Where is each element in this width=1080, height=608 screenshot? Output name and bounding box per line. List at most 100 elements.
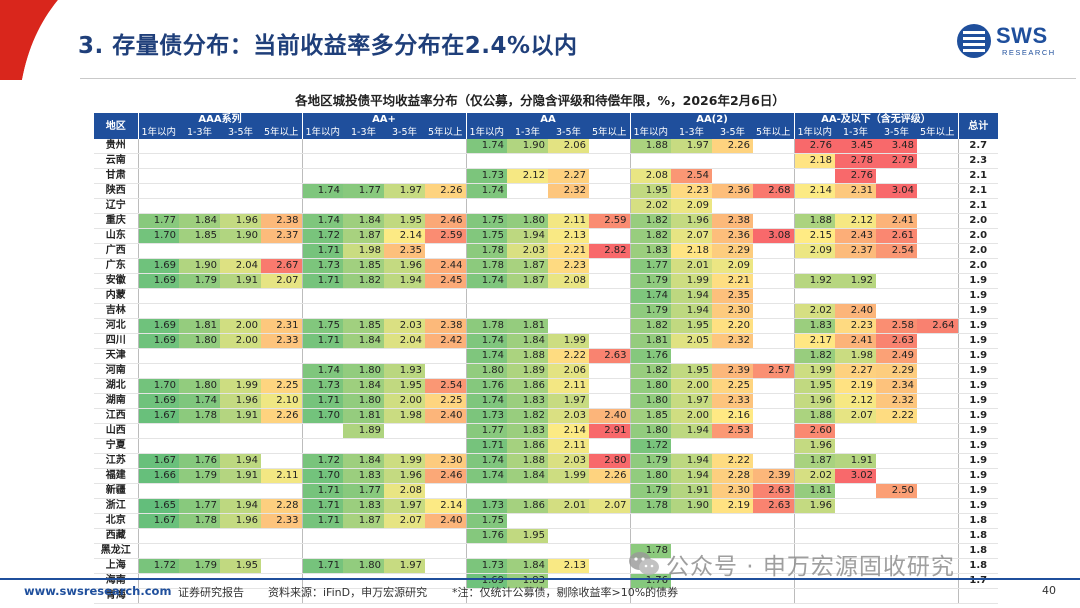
yield-cell: 1.73 [301,258,343,274]
yield-cell [753,348,794,364]
yield-cell: 1.74 [465,468,507,484]
yield-cell: 1.77 [629,258,671,274]
yield-cell: 1.70 [137,228,179,244]
yield-cell: 1.92 [835,273,876,289]
table-row: 湖南 1.69 1.74 1.96 2.10 1.71 1.80 2.00 2.25 1.74 1.… [94,393,998,409]
yield-cell [220,528,261,544]
yield-cell: 1.73 [301,378,343,394]
header-row-groups: 地区 AAA系列 AA+ AA AA(2) AA-及以下（含无评级） 总计 [94,113,998,139]
yield-cell [179,168,220,184]
yield-cell: 2.23 [835,318,876,334]
region-cell: 山东 [94,228,138,244]
yield-cell: 1.77 [465,423,507,439]
header-term: 5年以上 [753,126,794,139]
yield-cell: 1.99 [548,333,589,349]
yield-cell [220,153,261,169]
yield-cell: 1.82 [343,273,384,289]
table-row: 宁夏 1.71 1.86 2.11 1.72 1.96 1.9 [94,438,998,454]
yield-cell [917,378,958,394]
header-term: 5年以上 [425,126,466,139]
yield-cell [137,528,179,544]
region-cell: 陕西 [94,183,138,199]
total-cell: 1.9 [957,438,998,454]
yield-cell: 2.57 [753,363,794,379]
yield-cell: 2.30 [712,483,753,499]
yield-cell: 1.79 [179,273,220,289]
yield-cell [261,168,302,184]
yield-cell [301,168,343,184]
yield-cell: 2.33 [712,393,753,409]
yield-cell [507,153,548,169]
yield-cell: 1.87 [507,273,548,289]
total-cell: 1.8 [957,513,998,529]
yield-cell: 1.76 [465,528,507,544]
sws-logo: SWS RESEARCH [956,21,1056,65]
yield-cell [835,258,876,274]
yield-cell [876,558,917,574]
yield-cell: 2.40 [425,408,466,424]
yield-cell [301,438,343,454]
yield-cell [465,483,507,499]
yield-cell [589,333,630,349]
yield-cell: 2.15 [793,228,835,244]
yield-cell [179,438,220,454]
yield-cell [301,153,343,169]
yield-cell: 1.95 [384,378,425,394]
yield-cell [793,588,835,604]
yield-cell [384,288,425,304]
yield-cell: 1.73 [465,168,507,184]
header-term: 1-3年 [507,126,548,139]
yield-cell [261,153,302,169]
yield-cell: 2.29 [712,243,753,259]
yield-cell [137,183,179,199]
yield-cell [507,588,548,604]
footer-url-link[interactable]: www.swsresearch.com [24,584,172,598]
yield-cell: 2.07 [835,408,876,424]
yield-cell: 1.84 [343,453,384,469]
yield-cell [425,363,466,379]
yield-cell: 1.89 [343,423,384,439]
yield-cell: 1.83 [793,318,835,334]
yield-cell: 1.79 [629,303,671,319]
yield-cell: 2.12 [835,213,876,229]
yield-cell: 2.38 [712,213,753,229]
yield-cell [343,153,384,169]
yield-cell [425,153,466,169]
table-row: 天津 1.74 1.88 2.22 2.63 1.76 1.82 1.98 2.49 1.9 [94,348,998,364]
yield-cell: 1.81 [343,408,384,424]
yield-cell: 2.40 [589,408,630,424]
yield-cell [465,288,507,304]
table-row: 云南 2.18 2.78 2.79 2.3 [94,153,998,169]
yield-cell: 2.58 [876,318,917,334]
yield-cell [384,139,425,154]
yield-cell [917,183,958,199]
yield-cell: 1.74 [465,333,507,349]
yield-cell [179,303,220,319]
yield-cell: 1.88 [507,453,548,469]
yield-cell [384,198,425,214]
yield-cell: 2.08 [629,168,671,184]
watermark-text: 公众号 · 申万宏源固收研究 [666,554,955,580]
yield-cell [917,453,958,469]
yield-cell: 2.54 [876,243,917,259]
yield-cell [425,288,466,304]
yield-cell: 2.14 [425,498,466,514]
yield-cell [589,393,630,409]
yield-cell [425,303,466,319]
yield-cell [425,243,466,259]
yield-cell: 1.74 [179,393,220,409]
yield-cell [425,198,466,214]
total-cell: 2.1 [957,168,998,184]
yield-cell: 1.94 [384,273,425,289]
total-cell: 1.9 [957,333,998,349]
yield-cell [835,438,876,454]
yield-cell: 1.91 [671,483,712,499]
yield-cell: 1.70 [301,468,343,484]
yield-cell: 1.90 [671,498,712,514]
yield-cell [548,153,589,169]
yield-cell [425,348,466,364]
yield-cell [793,558,835,574]
yield-cell [137,243,179,259]
yield-cell [301,139,343,154]
yield-cell [917,408,958,424]
